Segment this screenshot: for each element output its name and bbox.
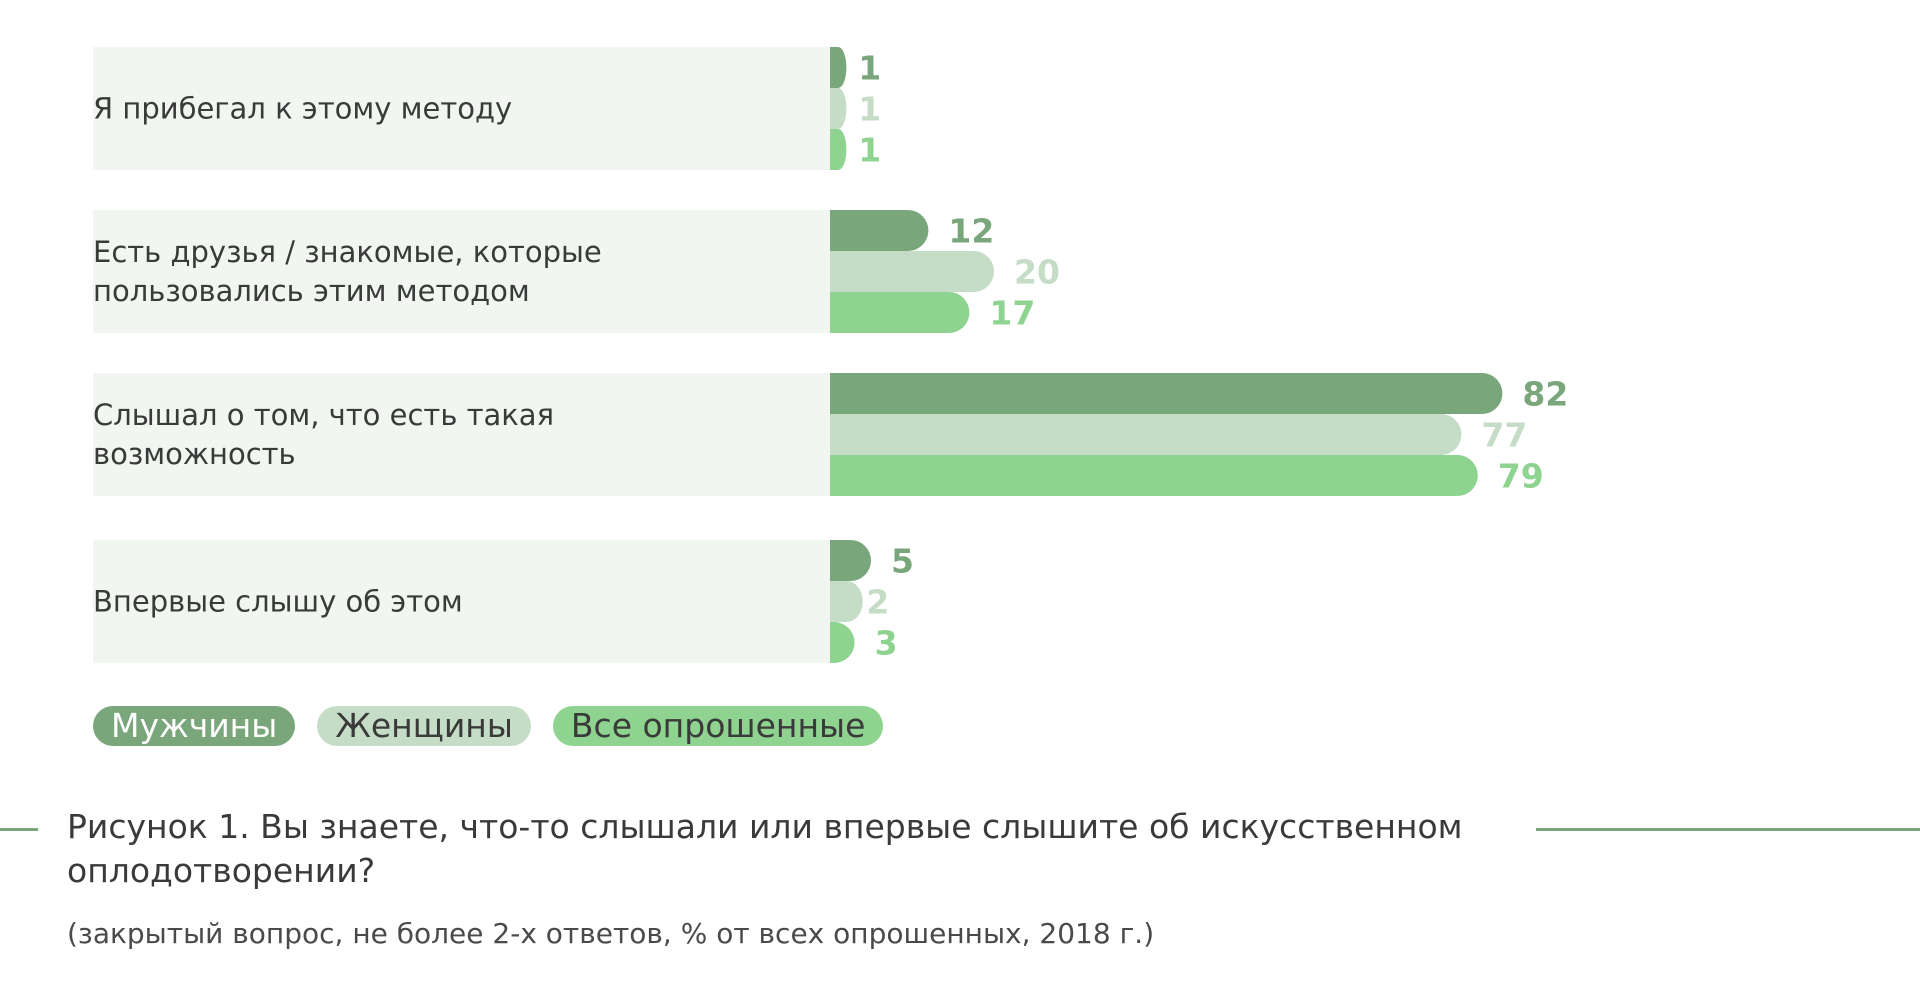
bar <box>830 129 847 170</box>
category-label: пользовались этим методом <box>93 274 530 308</box>
bar-value-label: 1 <box>858 49 881 88</box>
bar <box>830 540 871 581</box>
bar <box>830 88 847 129</box>
bar <box>830 292 970 333</box>
bar-value-label: 2 <box>866 583 889 622</box>
legend-item-all: Все опрошенные <box>552 706 884 746</box>
legend-item-men: Мужчины <box>93 706 296 746</box>
category-label: Впервые слышу об этом <box>93 585 463 619</box>
bar-value-label: 5 <box>891 542 914 581</box>
bar <box>830 47 847 88</box>
bar-value-label: 1 <box>858 131 881 170</box>
bar <box>830 210 929 251</box>
bar <box>830 373 1503 414</box>
bar-value-label: 20 <box>1014 253 1060 292</box>
bar <box>830 581 863 622</box>
bar <box>830 622 855 663</box>
bar-value-label: 79 <box>1498 457 1544 496</box>
bar-value-label: 3 <box>875 624 898 663</box>
bar <box>830 251 994 292</box>
caption-title: Рисунок 1. Вы знаете, что-то слышали или… <box>67 807 1463 890</box>
category-label: Есть друзья / знакомые, которые <box>93 235 602 269</box>
legend-item-women: Женщины <box>317 706 531 746</box>
caption-rule-right <box>1536 828 1920 831</box>
chart-legend: Мужчины Женщины Все опрошенные <box>93 706 884 746</box>
category-label: Слышал о том, что есть такая <box>93 398 554 432</box>
bar <box>830 414 1462 455</box>
bar-value-label: 1 <box>858 90 881 129</box>
category-label: возможность <box>93 437 296 471</box>
row-background <box>93 210 830 333</box>
row-background <box>93 540 830 663</box>
caption-subtitle: (закрытый вопрос, не более 2-х ответов, … <box>67 917 1155 950</box>
row-background <box>93 47 830 170</box>
category-label: Я прибегал к этому методу <box>93 92 512 126</box>
caption-rule-left <box>0 828 38 831</box>
bar-value-label: 82 <box>1522 375 1568 414</box>
figure-caption: Рисунок 1. Вы знаете, что-то слышали или… <box>67 805 1507 950</box>
bar-value-label: 17 <box>989 294 1035 333</box>
bar-value-label: 77 <box>1481 416 1527 455</box>
row-background <box>93 373 830 496</box>
bar-value-label: 12 <box>948 212 994 251</box>
bar <box>830 455 1478 496</box>
